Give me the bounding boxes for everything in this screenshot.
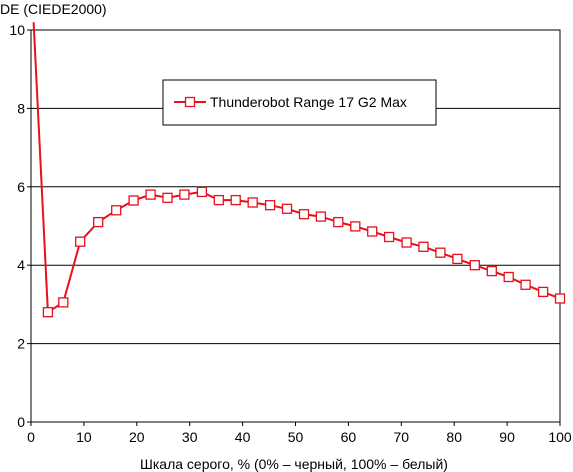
x-tick-label: 50 (288, 429, 304, 445)
x-tick-label: 30 (182, 429, 198, 445)
data-point (93, 216, 104, 228)
data-point (452, 253, 463, 265)
x-tick-label: 70 (394, 429, 410, 445)
data-point (42, 307, 54, 318)
y-axis-ticks: 0 2 4 6 8 10 (9, 22, 31, 430)
legend-label: Thunderobot Range 17 G2 Max (210, 94, 407, 110)
y-tick-label: 6 (17, 179, 25, 195)
x-tick-label: 100 (548, 429, 572, 445)
data-point (367, 226, 378, 237)
data-point (401, 237, 412, 248)
data-point (315, 211, 327, 222)
legend-marker (184, 96, 196, 108)
legend-box (162, 79, 437, 126)
data-point (247, 197, 258, 208)
data-point (58, 297, 69, 308)
data-point (128, 195, 139, 206)
data-point (554, 293, 566, 304)
data-point (350, 221, 361, 232)
data-point (418, 241, 429, 252)
y-tick-label: 8 (17, 100, 25, 116)
data-point (162, 192, 173, 203)
data-point (435, 247, 446, 258)
x-axis-title: Шкала серого, % (0% – черный, 100% – бел… (140, 456, 448, 472)
data-point (281, 203, 293, 214)
x-tick-label: 60 (341, 429, 357, 445)
y-tick-label: 10 (9, 22, 25, 38)
y-tick-label: 0 (17, 414, 25, 430)
data-point (503, 271, 514, 283)
x-tick-label: 90 (499, 429, 515, 445)
data-point (469, 260, 480, 271)
data-point (264, 200, 276, 211)
data-point (486, 265, 497, 277)
data-point (383, 231, 395, 243)
data-point (196, 186, 208, 198)
x-tick-label: 80 (446, 429, 462, 445)
data-point (75, 236, 86, 247)
data-point (230, 194, 241, 206)
data-point (520, 279, 531, 290)
x-axis-ticks: 0 10 20 30 40 50 60 70 80 90 100 (27, 422, 572, 445)
x-tick-label: 40 (235, 429, 251, 445)
data-point (333, 216, 344, 228)
data-point (213, 194, 224, 206)
y-tick-label: 4 (17, 257, 25, 273)
data-point (145, 189, 156, 200)
x-tick-label: 10 (76, 429, 92, 445)
x-tick-label: 0 (27, 429, 35, 445)
data-point (179, 189, 190, 200)
legend: Thunderobot Range 17 G2 Max (162, 79, 437, 126)
x-tick-label: 20 (129, 429, 145, 445)
data-point (537, 286, 549, 298)
data-point (298, 209, 310, 220)
y-axis-title: DE (CIEDE2000) (0, 1, 107, 17)
series-layer (32, 22, 566, 318)
data-point (111, 205, 122, 216)
y-tick-label: 2 (17, 336, 25, 352)
